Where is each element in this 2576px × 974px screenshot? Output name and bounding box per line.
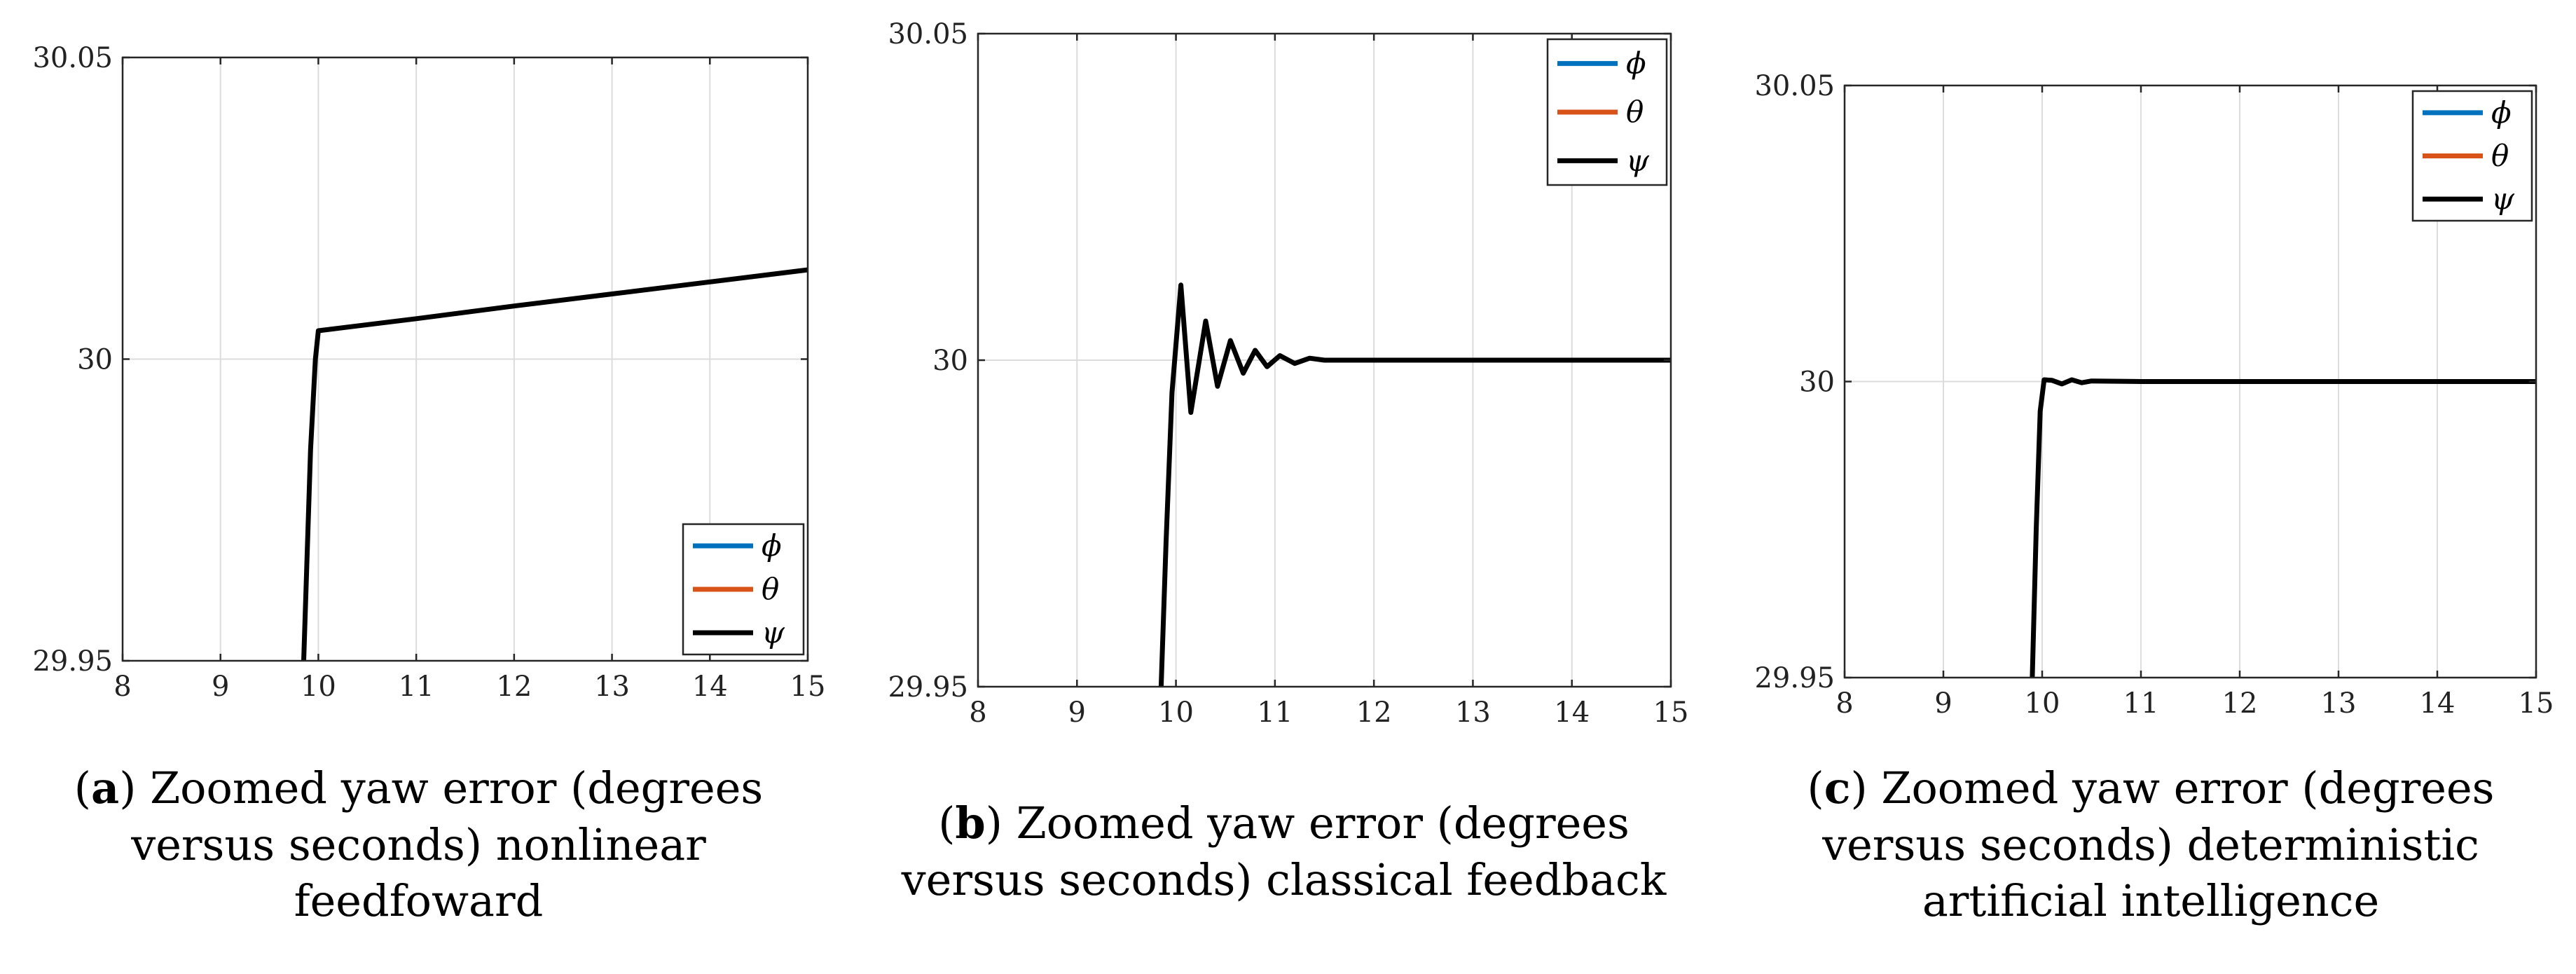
chart-c-legend-label-1: θ [2491,139,2509,173]
chart-c-caption: (c) Zoomed yaw error (degrees versus sec… [1807,762,2495,927]
chart-a-xtick-label-0: 8 [113,671,131,703]
chart-c-legend-label-0: ϕ [2491,95,2512,130]
chart-b-caption-text: ) Zoomed yaw error (degrees versus secon… [901,797,1667,905]
chart-c-xtick-label-0: 8 [1835,687,1853,720]
chart-b-xtick-label-2: 10 [1158,697,1194,729]
chart-a-caption: (a) Zoomed yaw error (degrees versus sec… [74,762,764,927]
chart-c-xtick-label-5: 13 [2321,687,2357,720]
chart-a-caption-text: ) Zoomed yaw error (degrees versus secon… [119,762,764,927]
chart-a-ytick-label-1: 30 [77,344,113,376]
chart-c-legend-label-2: ψ [2491,181,2515,216]
chart-b-legend-label-1: θ [1626,95,1644,129]
chart-panel-a: 8 9 10 11 12 13 14 15 29.95 30 30.05 ϕ θ ψ (a) Zoomed… [0,0,858,974]
chart-a-legend-label-0: ϕ [762,528,782,563]
chart-a-letter: a [91,762,120,814]
chart-b-plot: 8 9 10 11 12 13 14 15 29.95 30 30.05 ϕθψ [888,18,1689,729]
chart-a-xtick-label-2: 10 [301,671,336,703]
chart-b-xtick-label-6: 14 [1554,697,1590,729]
chart-b-xtick-label-4: 12 [1356,697,1392,729]
chart-a-xtick-label-3: 11 [399,671,434,703]
chart-b-caption: (b) Zoomed yaw error (degrees versus sec… [901,797,1667,905]
chart-a-legend-label-2: ψ [762,615,785,650]
chart-c-xtick-label-2: 10 [2025,687,2060,720]
chart-b-xtick-label-0: 8 [969,697,986,729]
chart-a-series-line-2 [301,267,808,661]
chart-a-xtick-label-7: 15 [790,671,826,703]
chart-a-xtick-label-6: 14 [692,671,728,703]
chart-a-xtick-label-5: 13 [594,671,630,703]
chart-c-xtick-label-7: 15 [2519,687,2554,720]
chart-b-ytick-label-2: 30.05 [888,18,968,50]
chart-b-xtick-label-1: 9 [1068,697,1086,729]
chart-a-xtick-label-1: 9 [212,671,229,703]
chart-c-xtick-label-4: 12 [2222,687,2258,720]
chart-a-xtick-label-4: 12 [496,671,532,703]
chart-c-ytick-label-2: 30.05 [1754,70,1835,102]
chart-c-ytick-label-1: 30 [1799,366,1835,399]
chart-b-letter: b [955,797,986,849]
chart-b-series-line-2 [1158,282,1671,687]
chart-c-xtick-label-6: 14 [2420,687,2456,720]
chart-b-ytick-label-0: 29.95 [888,671,968,704]
chart-a-plot: 8 9 10 11 12 13 14 15 29.95 30 30.05 ϕθψ [32,42,826,703]
chart-b-ytick-label-1: 30 [932,345,968,377]
chart-c-plot: 8 9 10 11 12 13 14 15 29.95 30 30.05 ϕθψ [1754,70,2554,720]
chart-b-legend-label-2: ψ [1626,143,1650,177]
chart-c-caption-text: ) Zoomed yaw error (degrees versus secon… [1822,762,2495,927]
chart-b-legend-label-0: ϕ [1626,46,1646,81]
chart-c-ytick-label-0: 29.95 [1754,662,1835,694]
chart-panel-b: 8 9 10 11 12 13 14 15 29.95 30 30.05 ϕ θ ψ (b) Zoomed… [858,0,1716,974]
chart-b-xtick-label-5: 13 [1455,697,1491,729]
chart-a-ytick-label-0: 29.95 [32,645,113,678]
chart-panel-c: 8 9 10 11 12 13 14 15 29.95 30 30.05 ϕ θ ψ (c) Zoomed… [1716,0,2576,974]
chart-a-ytick-label-2: 30.05 [32,42,113,74]
chart-b-xtick-label-7: 15 [1653,697,1689,729]
chart-b-xtick-label-3: 11 [1257,697,1293,729]
chart-c-xtick-label-1: 9 [1934,687,1952,720]
chart-a-legend-label-1: θ [762,572,779,606]
chart-c-series-line-2 [2030,377,2536,678]
chart-c-xtick-label-3: 11 [2123,687,2159,720]
chart-c-letter: c [1824,762,1851,814]
